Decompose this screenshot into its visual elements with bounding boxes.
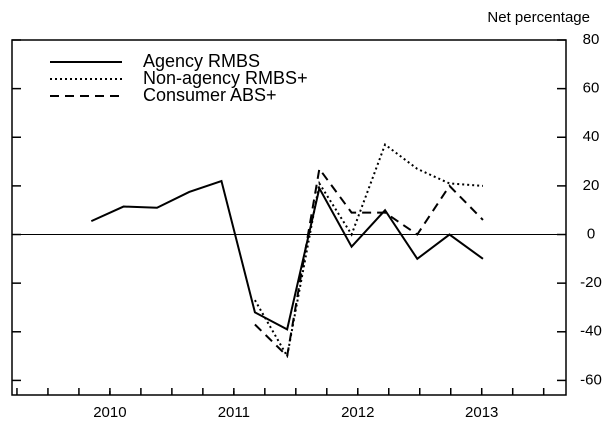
y-tick-label: -60 (580, 371, 602, 388)
y-tick-label: 80 (583, 31, 600, 48)
x-tick-label: 2011 (218, 404, 250, 421)
y-tick-label: 40 (583, 128, 600, 145)
legend-label: Consumer ABS+ (143, 85, 277, 105)
legend-label: Agency RMBS (143, 51, 260, 71)
series-line (254, 142, 484, 359)
series-line (254, 166, 484, 359)
legend-label: Non-agency RMBS+ (143, 68, 308, 88)
x-tick-label: 2010 (93, 404, 126, 421)
y-axis-label: Net percentage (487, 9, 590, 26)
y-tick-label: 60 (583, 80, 600, 97)
y-tick-label: -40 (580, 323, 602, 340)
plot-frame (11, 39, 567, 396)
y-tick-label: -20 (580, 274, 602, 291)
series-line (90, 179, 484, 331)
x-tick-label: 2013 (465, 404, 498, 421)
y-tick-label: 20 (583, 177, 600, 194)
x-tick-label: 2012 (341, 404, 374, 421)
y-tick-label: 0 (587, 225, 595, 242)
